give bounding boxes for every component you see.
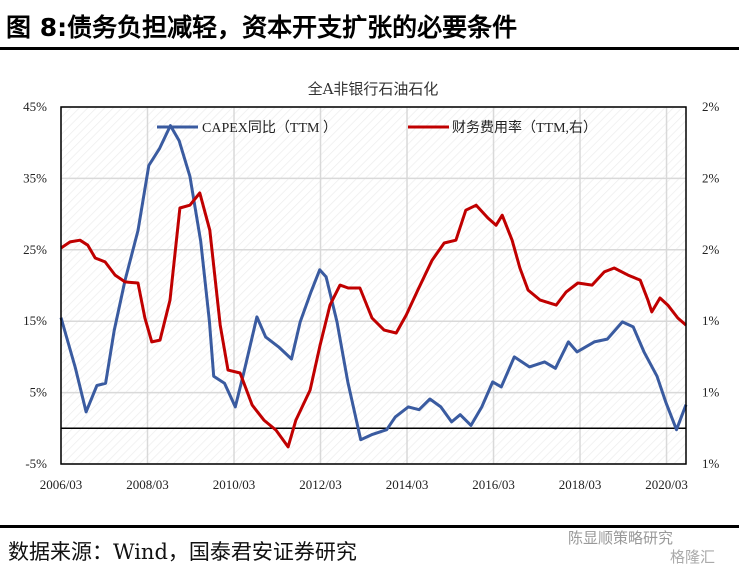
- right-tick-label: 2%: [702, 242, 720, 257]
- x-tick-label: 2010/03: [213, 477, 256, 492]
- x-tick-label: 2020/03: [645, 477, 688, 492]
- finance-cost-ratio-line: [60, 191, 687, 449]
- chart: 全A非银行石油石化 45% 35% 25% 15% 5% -5% 2% 2% 2% 1% 1% 1% 2…: [23, 80, 720, 492]
- watermark-wechat: 陈显顺策略研究: [568, 529, 674, 547]
- right-tick-label: 2%: [702, 99, 720, 114]
- left-tick-label: 35%: [23, 170, 47, 185]
- left-tick-label: 25%: [23, 242, 47, 257]
- left-tick-label: 45%: [23, 99, 47, 114]
- figure-title: 图 8:债务负担减轻，资本开支扩张的必要条件: [6, 13, 518, 42]
- right-tick-label: 1%: [702, 313, 720, 328]
- plot-border: [60, 106, 687, 465]
- plot-area: [61, 107, 686, 464]
- legend: CAPEX同比（TTM ） 财务费用率（TTM,右）: [157, 119, 597, 136]
- watermark-logo: 格隆汇: [670, 548, 716, 566]
- x-tick-label: 2014/03: [386, 477, 429, 492]
- footer-divider: [0, 525, 739, 528]
- chart-title: 全A非银行石油石化: [308, 80, 439, 98]
- x-tick-label: 2008/03: [126, 477, 169, 492]
- title-divider: [0, 47, 739, 50]
- legend-finance-cost-label: 财务费用率（TTM,右）: [452, 119, 597, 136]
- x-tick-label: 2016/03: [472, 477, 515, 492]
- x-tick-label: 2012/03: [299, 477, 342, 492]
- left-tick-label: -5%: [25, 456, 47, 471]
- right-tick-label: 2%: [702, 170, 720, 185]
- left-tick-label: 15%: [23, 313, 47, 328]
- x-tick-label: 2018/03: [559, 477, 602, 492]
- right-tick-label: 1%: [702, 456, 720, 471]
- source-note: 数据来源：Wind，国泰君安证券研究: [8, 540, 357, 564]
- x-tick-label: 2006/03: [40, 477, 83, 492]
- right-tick-label: 1%: [702, 385, 720, 400]
- left-tick-label: 5%: [30, 385, 48, 400]
- capex-yoy-line: [59, 124, 688, 442]
- legend-capex-label: CAPEX同比（TTM ）: [202, 120, 337, 136]
